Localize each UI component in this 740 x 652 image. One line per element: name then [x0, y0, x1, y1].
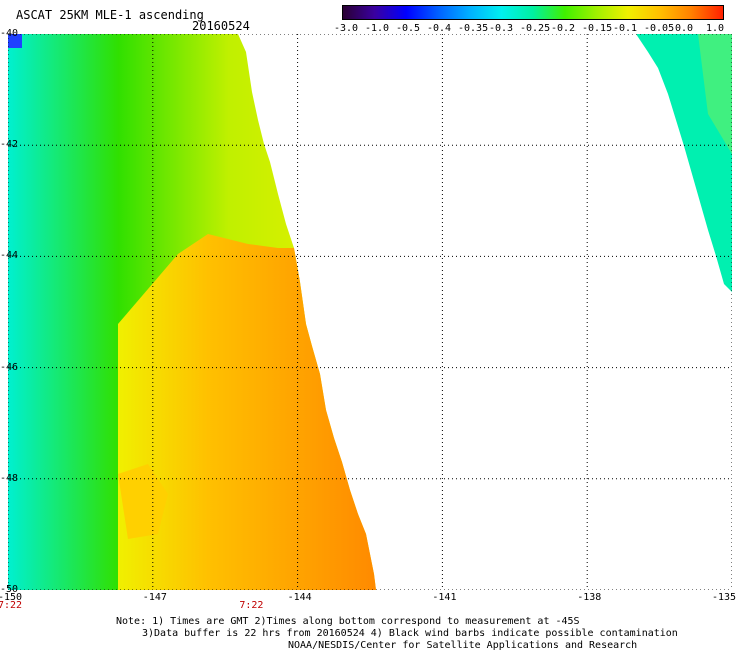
map-panel — [8, 34, 732, 590]
swath-east — [118, 234, 376, 590]
lon-label: -144 — [287, 592, 312, 603]
colorbar-label: -0.35 — [458, 23, 489, 34]
colorbar-label: -0.5 — [396, 23, 421, 34]
colorbar-label: -0.05 — [644, 23, 675, 34]
grid-layer — [8, 34, 732, 590]
colorbar-label: 1.0 — [706, 23, 725, 34]
lat-label: -42 — [0, 139, 19, 151]
swath-far-east-inner — [698, 34, 732, 154]
lat-label: -44 — [0, 250, 19, 262]
note-line-1: Note: 1) Times are GMT 2)Times along bot… — [116, 616, 580, 627]
swath-corner — [8, 34, 22, 48]
chart-date: 20160524 — [192, 19, 250, 33]
swath-layer — [8, 34, 732, 590]
colorbar-label: -0.4 — [427, 23, 452, 34]
lat-label: -40 — [0, 28, 19, 39]
note-line-3: NOAA/NESDIS/Center for Satellite Applica… — [288, 640, 638, 651]
lon-label: -138 — [577, 592, 602, 603]
chart-title: ASCAT 25KM MLE-1 ascending — [16, 8, 204, 22]
lon-label: -135 — [712, 592, 737, 603]
notes: Note: 1) Times are GMT 2)Times along bot… — [116, 616, 678, 652]
note-line-2: 3)Data buffer is 22 hrs from 20160524 4)… — [142, 628, 678, 639]
time-label: 7:22 — [239, 600, 264, 611]
lon-label: -141 — [432, 592, 457, 603]
colorbar-label: -0.15 — [582, 23, 613, 34]
colorbar-label: 0.0 — [675, 23, 694, 34]
lon-label: -150 — [0, 592, 23, 603]
colorbar-label: -3.0 — [334, 23, 359, 34]
lat-label: -46 — [0, 361, 19, 373]
time-label: 7:22 — [0, 600, 23, 611]
colorbar-label: -0.3 — [489, 23, 514, 34]
swath-blob — [118, 464, 168, 539]
lat-label: -48 — [0, 472, 19, 484]
colorbar — [342, 5, 724, 20]
colorbar-label: -0.1 — [613, 23, 638, 34]
colorbar-label: -0.25 — [520, 23, 551, 34]
lat-label: -50 — [0, 584, 19, 595]
colorbar-label: -0.2 — [551, 23, 576, 34]
lon-label: -147 — [142, 592, 167, 603]
colorbar-label: -1.0 — [365, 23, 390, 34]
